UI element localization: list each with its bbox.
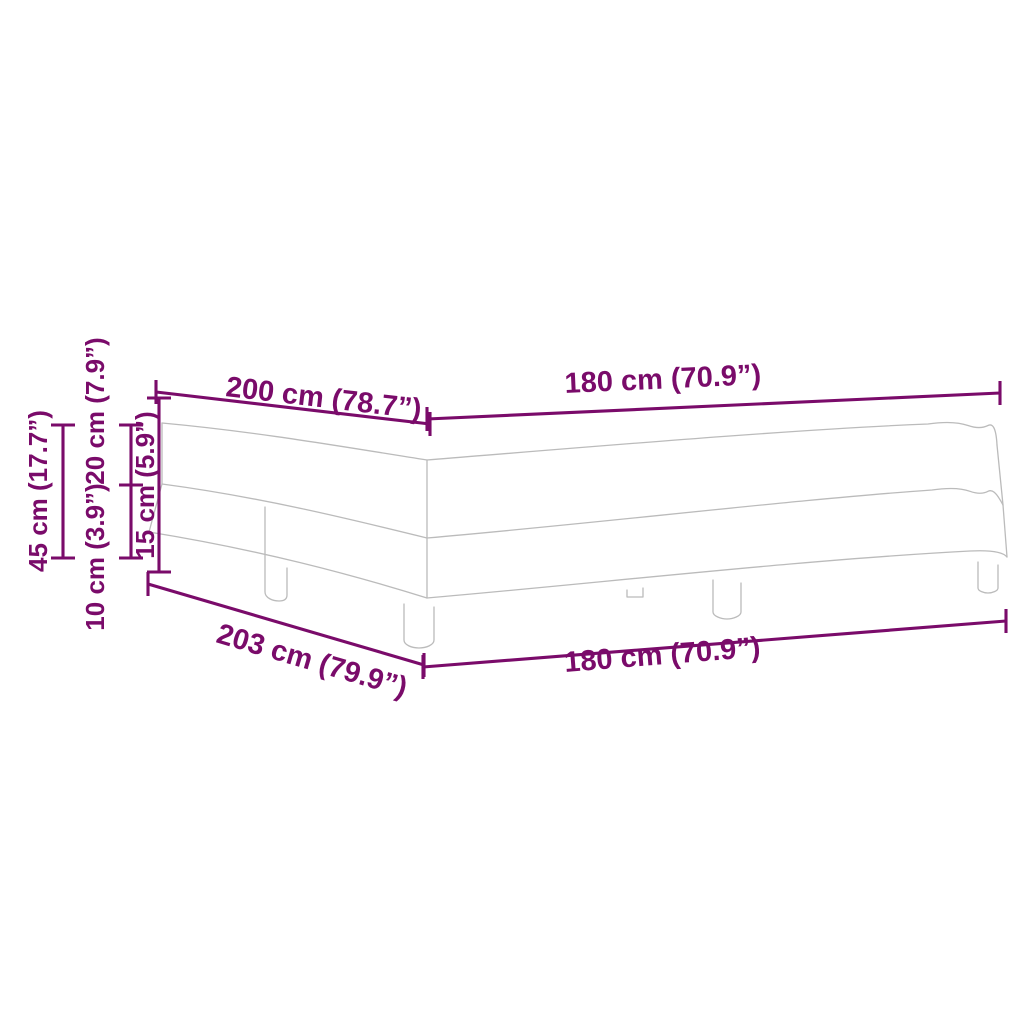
svg-text:45 cm (17.7”): 45 cm (17.7”) bbox=[23, 410, 53, 572]
svg-text:20 cm (7.9”): 20 cm (7.9”) bbox=[80, 337, 110, 484]
svg-text:10 cm (3.9”): 10 cm (3.9”) bbox=[80, 483, 110, 630]
svg-text:15 cm (5.9”): 15 cm (5.9”) bbox=[130, 411, 160, 558]
